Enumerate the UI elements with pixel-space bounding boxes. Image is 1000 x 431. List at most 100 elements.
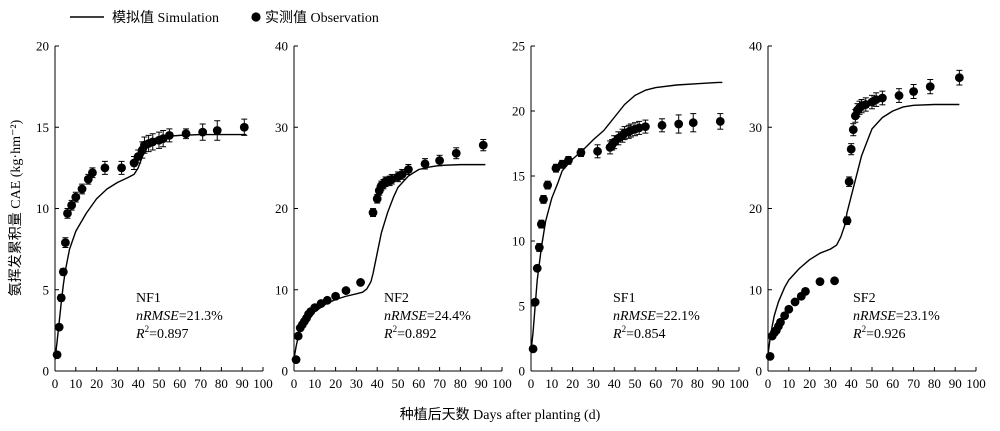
x-tick-label: 0 [52, 376, 59, 391]
y-tick-label: 20 [749, 201, 762, 216]
x-tick-label: 30 [111, 376, 124, 391]
observation-point [129, 158, 139, 168]
r2-value: =0.892 [397, 327, 436, 342]
observation-point [133, 152, 143, 161]
observation-point [54, 322, 64, 332]
observation-point [63, 208, 72, 218]
observation-point [790, 297, 800, 307]
x-tick-label: 100 [492, 376, 512, 391]
observation-point [67, 200, 77, 210]
nrmse-label: nRMSE [384, 309, 427, 324]
nrmse-value: =23.1% [896, 309, 940, 324]
observation-point [372, 194, 382, 204]
nrmse-label: nRMSE [853, 309, 896, 324]
nrmse-value: =21.3% [179, 309, 223, 324]
x-tick-label: 10 [782, 376, 795, 391]
x-tick-label: 100 [966, 376, 986, 391]
x-tick-label: 80 [454, 376, 467, 391]
panel-sf1: SF1 nRMSE=22.1% R2=0.854 [612, 291, 700, 342]
x-tick-label: 80 [691, 376, 704, 391]
nrmse-stat: nRMSE=23.1% [853, 309, 940, 324]
observation-point [397, 169, 407, 179]
observation-point [341, 286, 351, 295]
x-tick-label: 80 [215, 376, 228, 391]
observation-point [688, 118, 698, 128]
observation-point [100, 163, 110, 173]
x-tick-label: 60 [412, 376, 425, 391]
observation-point [310, 303, 320, 313]
x-tick-label: 0 [765, 376, 772, 391]
observation-point [198, 127, 208, 137]
y-tick-label: 25 [512, 39, 525, 54]
observation-point [165, 130, 174, 140]
observation-point [784, 304, 794, 314]
x-tick-label: 60 [173, 376, 186, 391]
nrmse-stat: nRMSE=21.3% [136, 309, 223, 324]
x-tick-label: 90 [475, 376, 488, 391]
y-tick-label: 15 [36, 120, 49, 135]
y-tick-label: 30 [749, 120, 762, 135]
y-tick-label: 0 [43, 364, 50, 379]
y-tick-label: 30 [275, 120, 288, 135]
x-tick-label: 60 [649, 376, 662, 391]
x-tick-label: 40 [608, 376, 621, 391]
observation-point [539, 195, 548, 204]
plot-sf1: 0 10 20 30 40 50 60 70 80 90 100 0 5 10 15 20 25 [512, 39, 749, 392]
y-tick-label: 5 [43, 282, 50, 297]
y-tick-label: 40 [749, 39, 762, 54]
x-tick-label: 50 [629, 376, 642, 391]
observation-point [564, 156, 573, 165]
y-tick-label: 10 [275, 282, 288, 297]
observation-point [291, 355, 301, 365]
y-tick-label: 15 [512, 169, 525, 184]
observation-point [478, 140, 488, 150]
observation-point [780, 311, 790, 321]
observation-point [534, 243, 544, 252]
observation-point [77, 184, 87, 194]
y-tick-label: 20 [512, 104, 525, 119]
y-axis-title: 氨挥发累积量 CAE (kg·hm⁻²) [8, 119, 24, 296]
observation-point [61, 238, 70, 248]
x-tick-label: 90 [712, 376, 725, 391]
nrmse-label: nRMSE [136, 309, 179, 324]
plot-sf2: 0 10 20 30 40 50 60 70 80 90 100 0 10 20 30 40 [749, 39, 986, 392]
y-tick-label: 10 [512, 234, 525, 249]
x-tick-label: 70 [907, 376, 920, 391]
observation-point [776, 317, 785, 327]
y-tick-label: 0 [519, 364, 526, 379]
observation-point [331, 291, 340, 301]
observation-point [71, 192, 81, 202]
x-tick-label: 20 [329, 376, 342, 391]
observation-point [894, 91, 904, 100]
y-tick-label: 0 [756, 364, 763, 379]
r2-value: =0.854 [626, 327, 665, 342]
observation-point [532, 263, 542, 273]
x-tick-label: 0 [528, 376, 535, 391]
observation-point [56, 293, 66, 303]
r2-stat: R2=0.926 [852, 324, 905, 342]
x-tick-label: 100 [729, 376, 749, 391]
x-tick-label: 40 [371, 376, 384, 391]
x-tick-label: 80 [928, 376, 941, 391]
observation-point [830, 276, 839, 286]
x-tick-label: 50 [866, 376, 879, 391]
r2-value: =0.897 [149, 327, 188, 342]
y-tick-label: 20 [36, 39, 49, 54]
x-tick-label: 10 [69, 376, 82, 391]
observation-point [58, 267, 68, 277]
x-tick-label: 40 [845, 376, 858, 391]
observation-point [435, 156, 444, 165]
legend-simulation-label: 模拟值 Simulation [112, 10, 219, 26]
nrmse-label: nRMSE [613, 309, 656, 324]
x-tick-label: 10 [545, 376, 558, 391]
y-tick-label: 5 [519, 299, 526, 314]
x-tick-label: 50 [392, 376, 405, 391]
plot-nf2: 0 10 20 30 40 50 60 70 80 90 100 0 10 20 30 40 [275, 39, 512, 392]
observation-point [715, 117, 725, 126]
observation-point [368, 208, 378, 217]
observation-point [925, 82, 935, 92]
panel-sf2: SF2 nRMSE=23.1% R2=0.926 [852, 291, 940, 342]
observation-point [239, 122, 249, 132]
observation-point [657, 120, 667, 130]
x-tick-label: 100 [253, 376, 273, 391]
